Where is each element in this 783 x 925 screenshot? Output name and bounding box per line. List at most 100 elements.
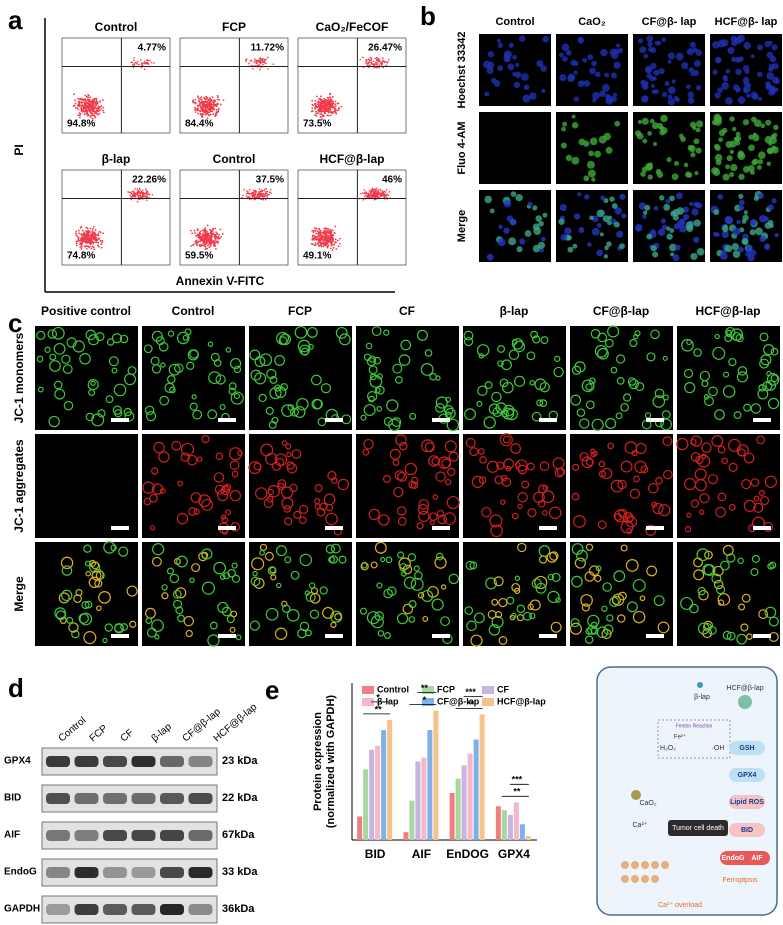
cell [604, 338, 614, 348]
cell [577, 192, 582, 197]
cell [368, 355, 377, 363]
event-dot [98, 109, 101, 112]
event-dot [212, 241, 215, 243]
event-dot [319, 103, 322, 105]
micrograph [479, 112, 551, 184]
cell [382, 474, 391, 483]
event-dot [80, 245, 83, 248]
cell [496, 38, 501, 44]
event-dot [318, 108, 321, 110]
event-dot [216, 242, 219, 244]
event-dot [215, 238, 217, 240]
cell [365, 342, 373, 350]
cell [738, 193, 744, 199]
event-dot [204, 105, 207, 108]
cell [610, 72, 618, 79]
bar [415, 761, 421, 840]
cell [721, 457, 729, 465]
column-label: CaO₂ [578, 16, 606, 28]
cell [656, 122, 664, 130]
event-dot [319, 95, 322, 98]
event-dot [83, 245, 86, 248]
event-dot [316, 112, 319, 115]
diagram-text: Fenton Reaction [676, 723, 713, 729]
event-dot [313, 244, 316, 247]
event-dot [92, 246, 95, 249]
cell [274, 627, 288, 640]
event-dot [311, 99, 314, 102]
cell [366, 391, 378, 402]
event-dot [331, 112, 334, 115]
event-dot [216, 94, 219, 97]
cell [723, 371, 730, 378]
event-dot [208, 102, 210, 105]
plot-title: HCF@β-lap [319, 152, 384, 166]
cell [283, 505, 292, 513]
cell [663, 469, 673, 480]
cell [411, 476, 419, 485]
cell [694, 171, 699, 176]
event-dot [316, 230, 319, 233]
cell [169, 386, 176, 394]
cell [497, 65, 504, 71]
cell [658, 504, 671, 517]
cell [620, 460, 633, 473]
event-dot [366, 64, 368, 67]
cell [314, 484, 323, 493]
cell [646, 352, 656, 362]
event-dot [319, 229, 322, 232]
cell [270, 574, 277, 581]
event-dot [213, 100, 216, 103]
cell [650, 245, 657, 252]
event-dot [367, 195, 370, 198]
cell [599, 90, 606, 98]
cell [201, 434, 210, 444]
row-label: JC-1 aggregates [12, 439, 26, 533]
event-dot [312, 243, 315, 246]
event-dot [92, 242, 95, 245]
cell [652, 395, 666, 408]
band [131, 867, 156, 878]
cell [626, 601, 638, 613]
cell [493, 576, 504, 587]
event-dot [372, 60, 375, 63]
cell [392, 459, 400, 466]
cell [556, 467, 566, 477]
event-dot [206, 224, 209, 227]
cell [175, 587, 187, 599]
event-dot [215, 112, 218, 115]
event-dot [212, 113, 215, 116]
band [188, 867, 213, 878]
cell [286, 461, 295, 470]
cell [393, 486, 404, 498]
cell [542, 35, 550, 43]
cell [574, 213, 581, 220]
cell [740, 623, 749, 632]
quadrant-value: 26.47% [368, 43, 402, 54]
bar [479, 714, 485, 840]
column-label: FCP [288, 304, 312, 318]
event-dot [321, 105, 324, 108]
cell [226, 614, 235, 624]
cell [666, 226, 671, 231]
cell [644, 204, 651, 211]
event-dot [95, 100, 98, 103]
event-dot [87, 239, 90, 242]
cell [680, 596, 694, 610]
event-dot [135, 61, 137, 64]
event-dot [91, 100, 94, 102]
cell [491, 598, 499, 606]
panel-letter: e [265, 675, 279, 705]
event-dot [140, 59, 142, 61]
event-dot [78, 112, 81, 114]
cell [155, 336, 165, 346]
cell [750, 219, 757, 225]
cell [696, 247, 705, 256]
event-dot [199, 112, 202, 115]
event-dot [212, 108, 215, 111]
cell [512, 54, 517, 60]
cell [464, 408, 476, 421]
cell [481, 506, 492, 518]
cell [621, 213, 627, 219]
cell [167, 330, 175, 337]
